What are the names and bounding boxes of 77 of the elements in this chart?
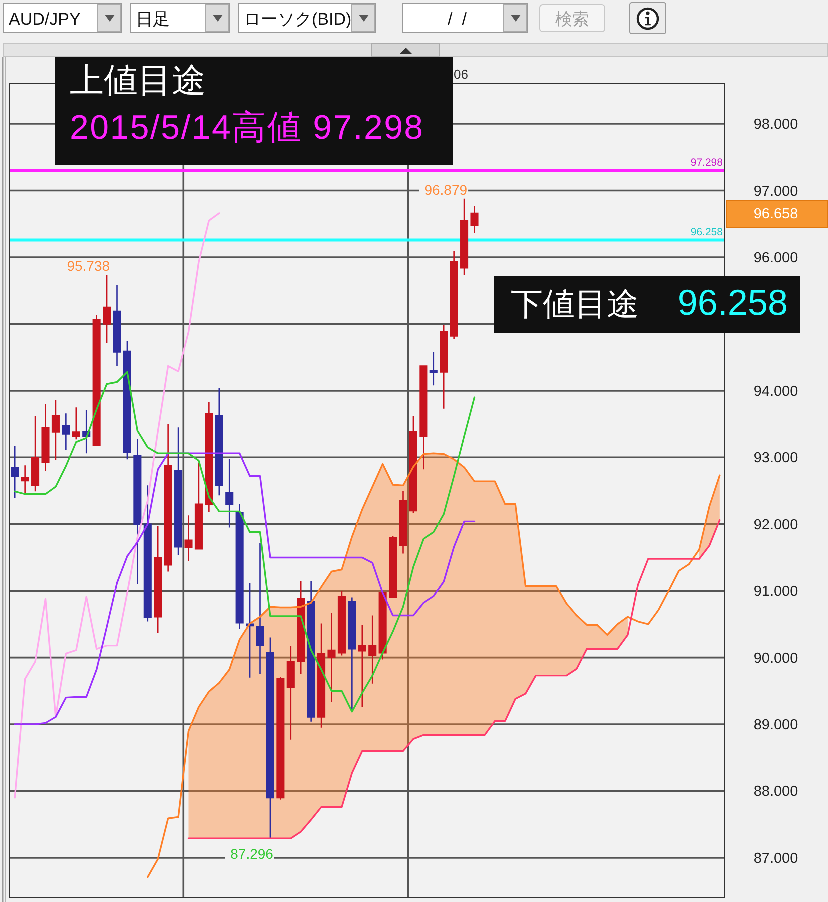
- y-tick-label: 88.000: [754, 784, 798, 800]
- annotation: 95.738: [67, 258, 110, 274]
- candlestick: [420, 364, 428, 470]
- candlestick: [358, 624, 366, 708]
- candlestick: [113, 284, 122, 367]
- candlestick: [286, 646, 295, 741]
- y-tick-label: 97.000: [754, 184, 798, 200]
- text: 06: [454, 67, 468, 82]
- text: ローソク(BID): [244, 10, 352, 29]
- candlestick: [399, 490, 408, 554]
- annotation: 上値目途: [70, 62, 206, 100]
- y-tick-label: 96.000: [754, 250, 798, 266]
- candlestick: [338, 590, 346, 656]
- candlestick: [256, 542, 264, 676]
- candlestick: [440, 324, 448, 410]
- candlestick: [389, 536, 398, 600]
- candlestick: [123, 340, 132, 460]
- candlestick: [62, 412, 70, 451]
- ref-line-label: 96.258: [690, 226, 724, 238]
- candlestick: [266, 637, 274, 839]
- candlestick: [11, 446, 20, 499]
- candlestick: [154, 526, 162, 634]
- y-tick-label: 98.000: [754, 117, 798, 134]
- text: 96.658: [754, 206, 798, 223]
- y-tick-label: 89.000: [754, 718, 798, 734]
- candlestick: [368, 615, 377, 684]
- candlestick: [194, 462, 203, 550]
- annotation: 2015/5/14高値 97.298: [70, 109, 424, 147]
- candlestick: [470, 205, 479, 234]
- annotation: 96.258: [678, 282, 788, 323]
- candlestick: [318, 623, 326, 729]
- text: 日足: [136, 10, 170, 29]
- candlestick: [72, 406, 80, 440]
- candlestick: [174, 426, 183, 556]
- candlestick: [236, 504, 244, 630]
- candlestick: [92, 314, 101, 447]
- candlestick: [348, 597, 356, 712]
- candlestick: [205, 402, 214, 513]
- text: AUD/JPY: [9, 10, 81, 29]
- line-series: [14, 212, 220, 799]
- candlestick: [226, 458, 234, 528]
- line-series: [14, 452, 476, 726]
- text: / /: [448, 10, 468, 29]
- candlestick: [134, 438, 142, 586]
- candlestick: [307, 580, 316, 723]
- candlestick: [82, 410, 91, 454]
- candlestick: [164, 424, 172, 572]
- annotation: 96.879: [424, 182, 468, 198]
- candlestick: [430, 352, 438, 386]
- line-series: [147, 452, 721, 878]
- ref-line-label: 97.298: [690, 156, 724, 169]
- y-tick-label: 93.000: [754, 450, 798, 467]
- candlestick: [276, 676, 285, 801]
- text: 検索: [556, 10, 590, 29]
- candlestick: [297, 580, 306, 676]
- candlestick: [52, 400, 60, 461]
- candlestick: [215, 388, 224, 496]
- candlestick: [103, 274, 112, 344]
- annotation: 下値目途: [511, 286, 639, 322]
- y-tick-label: 92.000: [754, 517, 798, 534]
- candlestick: [144, 485, 152, 622]
- annotation: 87.296: [230, 846, 274, 862]
- y-tick-label: 91.000: [754, 584, 798, 600]
- candlestick: [184, 515, 193, 562]
- candlestick: [328, 612, 336, 704]
- candlestick: [460, 198, 469, 276]
- candlestick: [32, 416, 40, 492]
- candlestick: [21, 464, 30, 495]
- y-tick-label: 90.000: [754, 650, 798, 667]
- candlestick: [246, 582, 254, 678]
- line-series: [188, 520, 721, 840]
- line-series: [14, 371, 476, 713]
- candlestick: [42, 404, 50, 472]
- candlestick: [409, 416, 418, 514]
- y-tick-label: 87.000: [754, 850, 798, 867]
- y-tick-label: 94.000: [754, 384, 798, 400]
- candlestick: [450, 250, 458, 340]
